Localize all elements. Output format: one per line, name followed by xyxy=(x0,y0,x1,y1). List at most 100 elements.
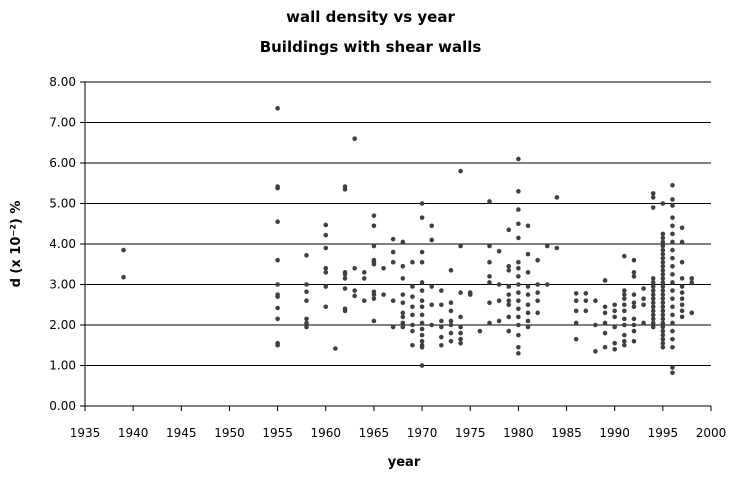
data-point xyxy=(506,328,512,334)
data-point xyxy=(650,205,656,210)
data-point xyxy=(650,312,656,318)
data-point xyxy=(516,207,521,212)
data-point xyxy=(622,338,627,344)
data-point xyxy=(641,296,646,301)
data-point xyxy=(516,290,521,295)
data-point xyxy=(400,239,406,245)
chart-title: wall density vs year xyxy=(286,8,455,26)
data-point xyxy=(573,291,579,296)
data-point xyxy=(573,298,579,304)
data-point xyxy=(660,239,666,245)
gridlines xyxy=(85,81,711,366)
data-point xyxy=(650,316,656,322)
x-axis-ticks: 1935 1940 1945 1950 1955 1960 1965 1970 1975 1980… xyxy=(70,406,726,440)
data-point xyxy=(419,304,425,310)
data-point xyxy=(516,306,521,312)
data-point xyxy=(573,320,579,326)
data-point xyxy=(506,314,512,320)
x-tick-label: 1945 xyxy=(166,426,197,440)
data-point xyxy=(525,284,531,289)
data-point xyxy=(304,324,309,330)
data-point xyxy=(544,243,550,249)
data-point xyxy=(361,276,367,281)
data-point xyxy=(631,328,637,334)
data-point xyxy=(602,344,608,350)
data-point xyxy=(323,232,329,238)
data-point xyxy=(660,332,666,338)
data-point xyxy=(660,276,666,281)
data-point xyxy=(371,223,377,229)
y-tick-label: 3.00 xyxy=(49,278,76,292)
data-point xyxy=(670,263,675,269)
data-point xyxy=(573,336,579,342)
data-point xyxy=(650,292,656,297)
data-point xyxy=(429,237,435,243)
data-point xyxy=(487,320,492,326)
data-point xyxy=(660,272,666,277)
data-point xyxy=(458,340,463,346)
data-point xyxy=(439,342,444,348)
data-point xyxy=(496,318,502,324)
data-point xyxy=(487,243,492,249)
data-point xyxy=(660,328,666,334)
data-point xyxy=(419,280,425,285)
data-point xyxy=(419,332,425,338)
data-point xyxy=(323,270,329,275)
data-point xyxy=(679,290,685,295)
x-axis-label: year xyxy=(388,455,421,470)
data-point xyxy=(622,322,627,328)
data-point xyxy=(660,292,666,297)
data-point xyxy=(410,259,415,265)
data-point xyxy=(679,276,685,281)
data-point xyxy=(429,223,435,229)
data-point xyxy=(467,292,473,297)
data-point xyxy=(400,263,406,269)
data-point xyxy=(275,106,280,111)
data-point xyxy=(429,284,435,289)
data-point xyxy=(660,243,666,249)
data-point xyxy=(660,284,666,289)
data-point xyxy=(419,249,425,255)
data-point xyxy=(410,284,415,289)
data-point xyxy=(612,314,617,320)
y-tick-label: 7.00 xyxy=(49,116,76,130)
data-point xyxy=(371,296,377,301)
data-point xyxy=(670,288,675,293)
data-point xyxy=(660,255,666,261)
data-point xyxy=(506,284,512,289)
data-point xyxy=(679,259,685,265)
data-point xyxy=(602,304,608,310)
y-axis-label: d (x 10⁻²) % xyxy=(9,201,24,288)
x-tick-label: 1980 xyxy=(503,426,534,440)
data-point xyxy=(602,320,608,326)
data-point xyxy=(583,308,589,314)
data-point xyxy=(660,316,666,322)
data-point xyxy=(650,288,656,293)
data-point xyxy=(419,312,425,318)
data-point xyxy=(304,289,309,295)
data-point xyxy=(544,282,550,287)
data-point xyxy=(689,310,695,316)
data-point xyxy=(660,280,666,285)
data-point xyxy=(535,298,540,304)
data-point xyxy=(516,351,521,356)
data-point xyxy=(660,251,666,257)
data-point xyxy=(660,304,666,310)
data-point xyxy=(670,239,675,245)
data-point xyxy=(410,342,415,348)
x-tick-label: 1975 xyxy=(455,426,486,440)
data-point xyxy=(506,268,512,273)
x-tick-label: 1985 xyxy=(551,426,582,440)
data-point xyxy=(631,300,637,306)
data-point xyxy=(650,304,656,310)
x-tick-label: 1940 xyxy=(118,426,149,440)
data-point xyxy=(439,334,444,340)
data-point xyxy=(670,203,675,208)
data-point xyxy=(333,346,338,351)
data-point xyxy=(458,336,463,342)
data-point xyxy=(458,324,463,330)
x-tick-label: 1955 xyxy=(262,426,293,440)
data-point xyxy=(371,243,377,249)
data-point xyxy=(390,259,396,265)
